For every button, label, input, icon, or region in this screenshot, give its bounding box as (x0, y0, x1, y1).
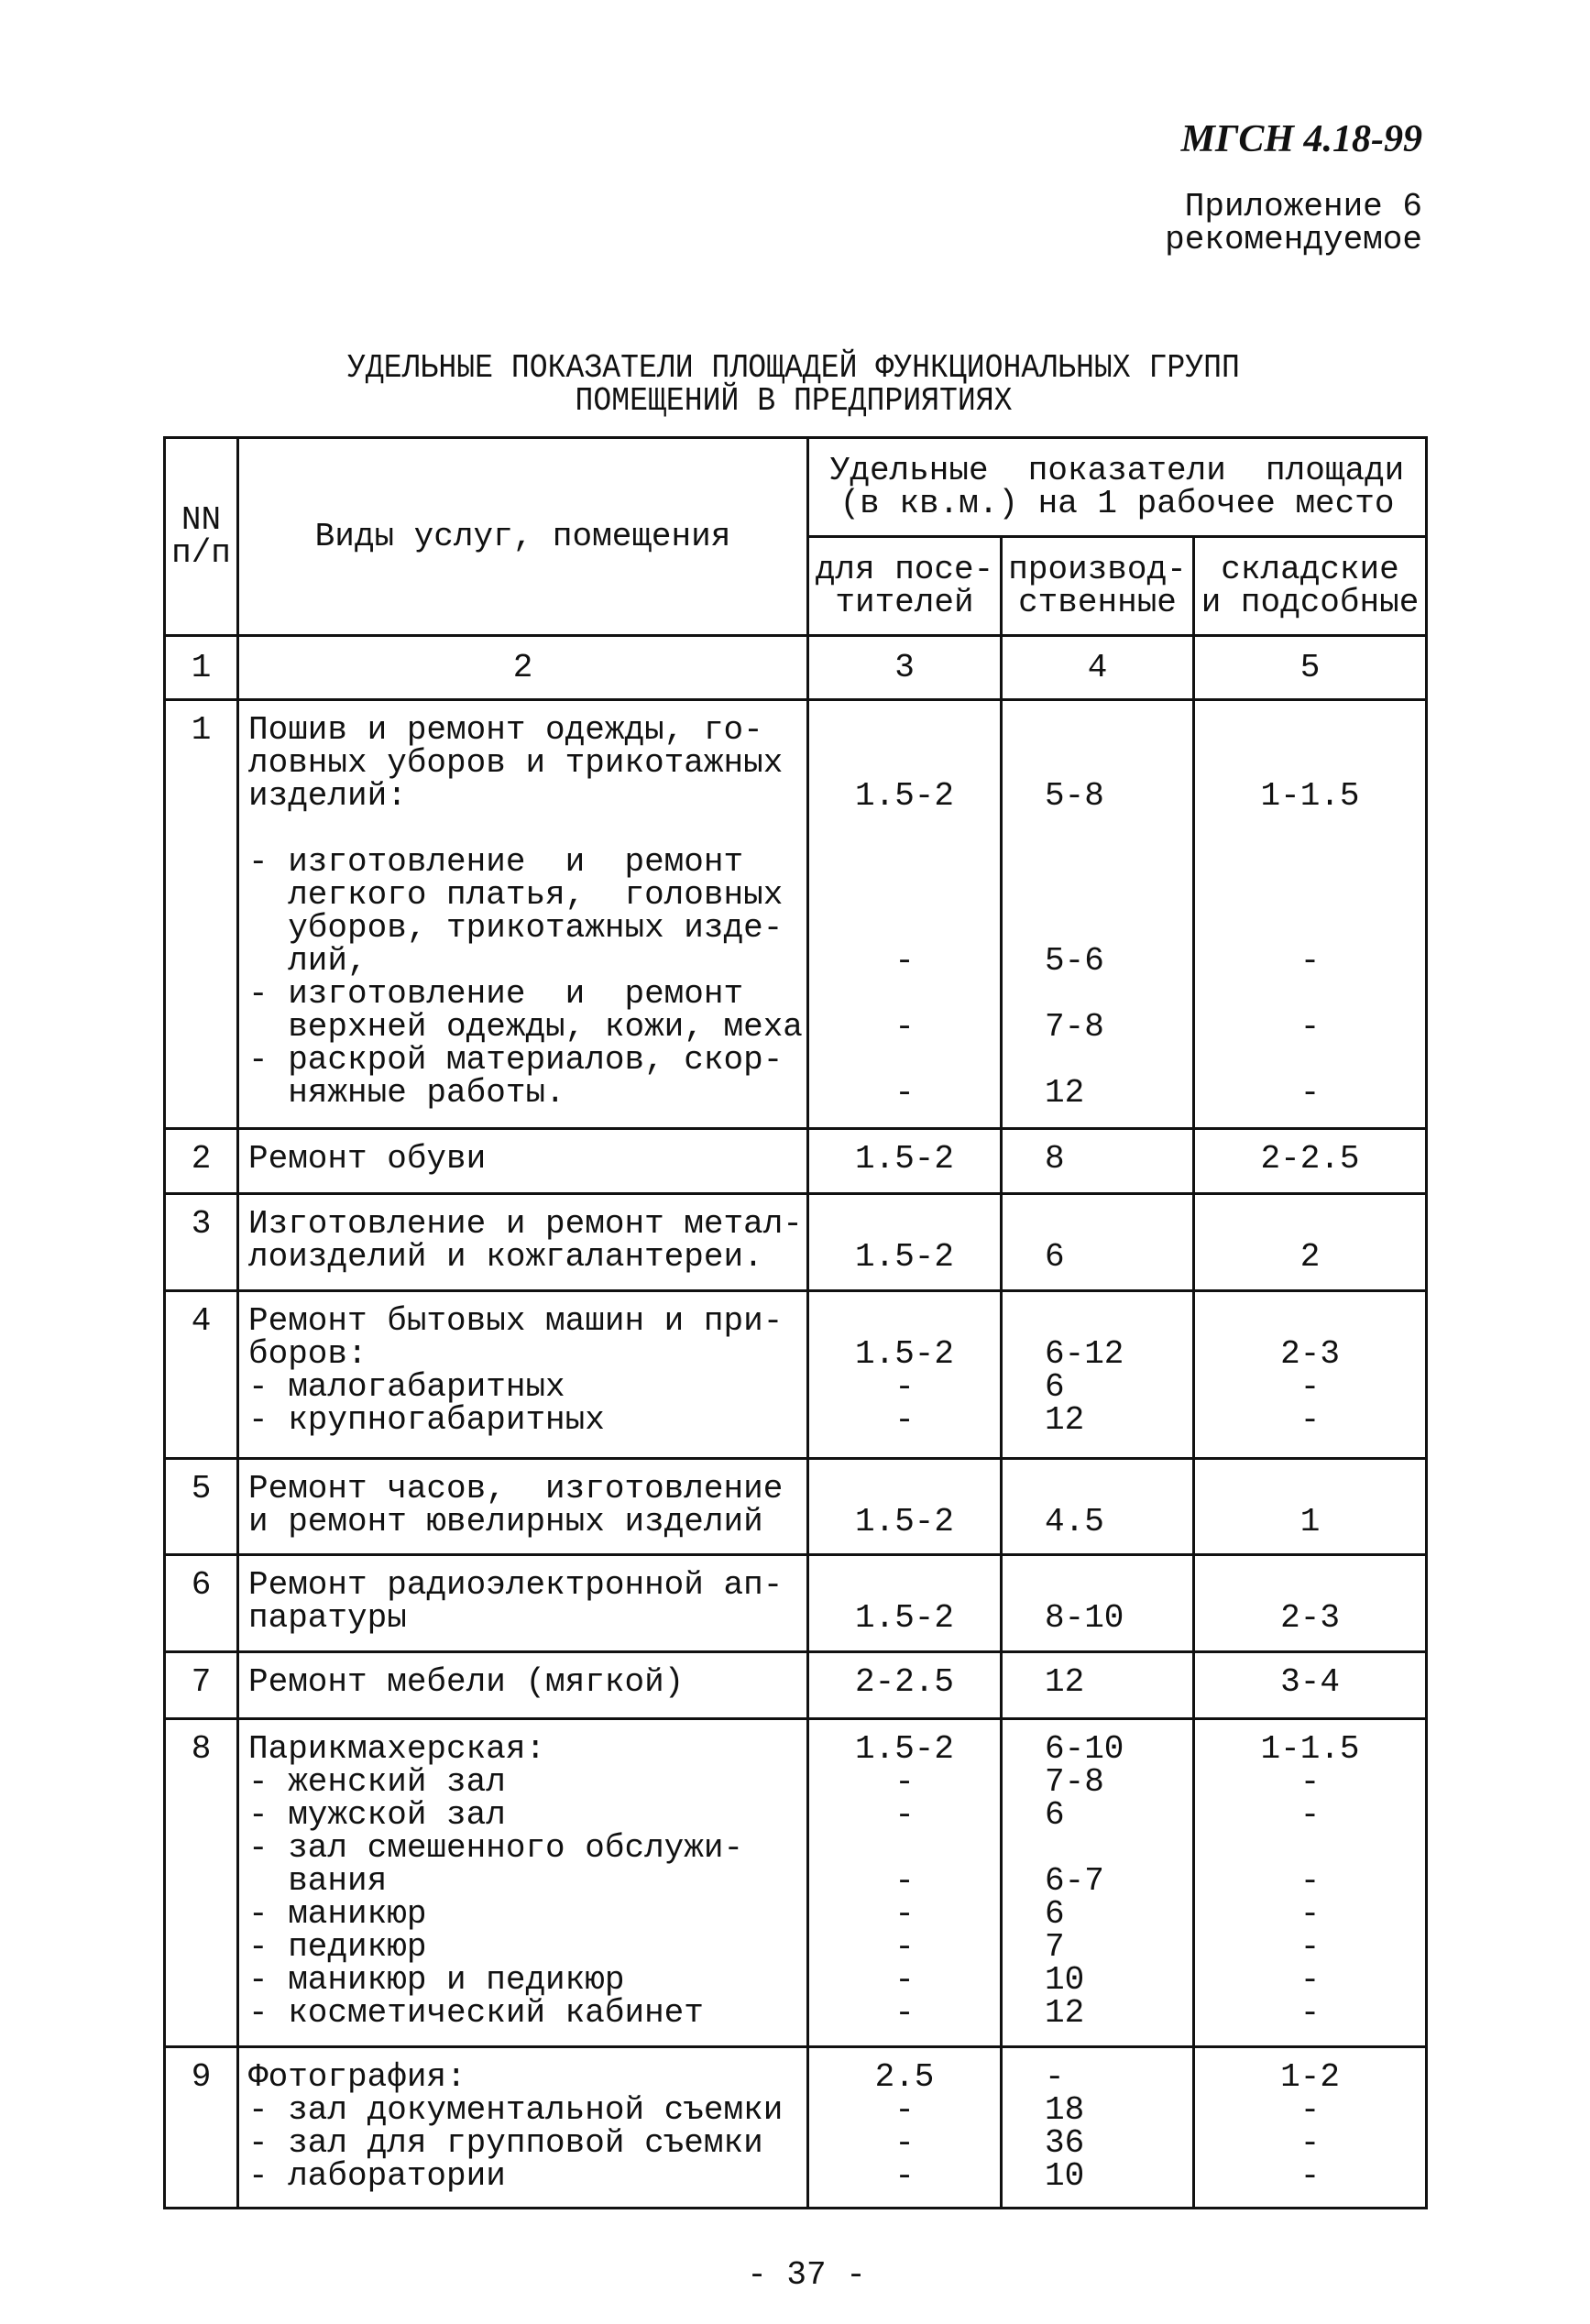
visitors-area: 1.5-2 (806, 1553, 1003, 1653)
service-name: Изготовление и ремонт метал- лоизделий и… (236, 1192, 809, 1292)
service-name: Ремонт обуви (236, 1127, 809, 1195)
production-area: 6-12 6 12 (1000, 1289, 1195, 1460)
appendix-label: Приложение 6 рекомендуемое (1165, 188, 1422, 258)
row-number: 4 (163, 1289, 239, 1460)
storage-area: 1-2 - - - (1191, 2045, 1429, 2209)
service-name: Пошив и ремонт одежды, го- ловных уборов… (236, 698, 809, 1130)
table-row: 9 Фотография: - зал документальной съемки… (163, 2045, 1429, 2209)
header-services: Виды услуг, помещения (236, 436, 809, 637)
service-name: Ремонт мебели (мягкой) (236, 1650, 809, 1720)
row-number: 5 (163, 1457, 239, 1556)
table-row: 3 Изготовление и ремонт метал- лоизделий … (163, 1192, 1429, 1292)
storage-area: 2-2.5 (1191, 1127, 1429, 1195)
service-name: Ремонт бытовых машин и при- боров: - мал… (236, 1289, 809, 1460)
storage-area: 1 (1191, 1457, 1429, 1556)
visitors-area: 1.5-2 - - (806, 1289, 1003, 1460)
storage-area: 3-4 (1191, 1650, 1429, 1720)
table-row: 4 Ремонт бытовых машин и при- боров: - ма… (163, 1289, 1429, 1460)
row-number: 7 (163, 1650, 239, 1720)
visitors-area: 2-2.5 (806, 1650, 1003, 1720)
production-area: 5-8 5-6 7-8 12 (1000, 698, 1195, 1130)
production-area: 6 (1000, 1192, 1195, 1292)
service-name: Ремонт часов, изготовление и ремонт ювел… (236, 1457, 809, 1556)
header-nn: NN п/п (163, 436, 239, 637)
column-number: 2 (236, 634, 809, 701)
storage-area: 2 (1191, 1192, 1429, 1292)
column-number: 3 (806, 634, 1003, 701)
column-number: 1 (163, 634, 239, 701)
table-row: 1 Пошив и ремонт одежды, го- ловных уборо… (163, 698, 1429, 1130)
service-name: Фотография: - зал документальной съемки … (236, 2045, 809, 2209)
header-group: Удельные показатели площади (в кв.м.) на… (806, 436, 1429, 538)
storage-area: 1-1.5 - - - (1191, 698, 1429, 1130)
header-visitors: для посе- тителей (806, 535, 1003, 637)
visitors-area: 1.5-2 (806, 1457, 1003, 1556)
area-indicators-table: NN п/п Виды услуг, помещения Удельные по… (163, 436, 1429, 2209)
service-name: Парикмахерская: - женский зал - мужской … (236, 1717, 809, 2048)
header-production: производ- ственные (1000, 535, 1195, 637)
visitors-area: 1.5-2 - - - - - - - (806, 1717, 1003, 2048)
row-number: 3 (163, 1192, 239, 1292)
row-number: 8 (163, 1717, 239, 2048)
service-name: Ремонт радиоэлектронной ап- паратуры (236, 1553, 809, 1653)
header-storage: складские и подсобные (1191, 535, 1429, 637)
visitors-area: 1.5-2 - - - (806, 698, 1003, 1130)
table-row: 7 Ремонт мебели (мягкой) 2-2.5 12 3-4 (163, 1650, 1429, 1720)
storage-area: 2-3 (1191, 1553, 1429, 1653)
row-number: 2 (163, 1127, 239, 1195)
row-number: 9 (163, 2045, 239, 2209)
production-area: 4.5 (1000, 1457, 1195, 1556)
table-row: 2 Ремонт обуви 1.5-2 8 2-2.5 (163, 1127, 1429, 1195)
column-number: 4 (1000, 634, 1195, 701)
production-area: - 18 36 10 (1000, 2045, 1195, 2209)
table-row: 5 Ремонт часов, изготовление и ремонт юве… (163, 1457, 1429, 1556)
storage-area: 2-3 - - (1191, 1289, 1429, 1460)
column-number: 5 (1191, 634, 1429, 701)
table-row: 6 Ремонт радиоэлектронной ап- паратуры 1.… (163, 1553, 1429, 1653)
storage-area: 1-1.5 - - - - - - - (1191, 1717, 1429, 2048)
visitors-area: 1.5-2 (806, 1127, 1003, 1195)
document-code: МГСН 4.18-99 (1180, 118, 1422, 160)
production-area: 8 (1000, 1127, 1195, 1195)
row-number: 1 (163, 698, 239, 1130)
production-area: 12 (1000, 1650, 1195, 1720)
table-row: 8 Парикмахерская: - женский зал - мужской… (163, 1717, 1429, 2048)
production-area: 6-10 7-8 6 6-7 6 7 10 12 (1000, 1717, 1195, 2048)
row-number: 6 (163, 1553, 239, 1653)
visitors-area: 2.5 - - - (806, 2045, 1003, 2209)
page-number: - 37 - (747, 2256, 866, 2294)
visitors-area: 1.5-2 (806, 1192, 1003, 1292)
production-area: 8-10 (1000, 1553, 1195, 1653)
table-title: УДЕЛЬНЫЕ ПОКАЗАТЕЛИ ПЛОЩАДЕЙ ФУНКЦИОНАЛЬ… (347, 349, 1240, 420)
